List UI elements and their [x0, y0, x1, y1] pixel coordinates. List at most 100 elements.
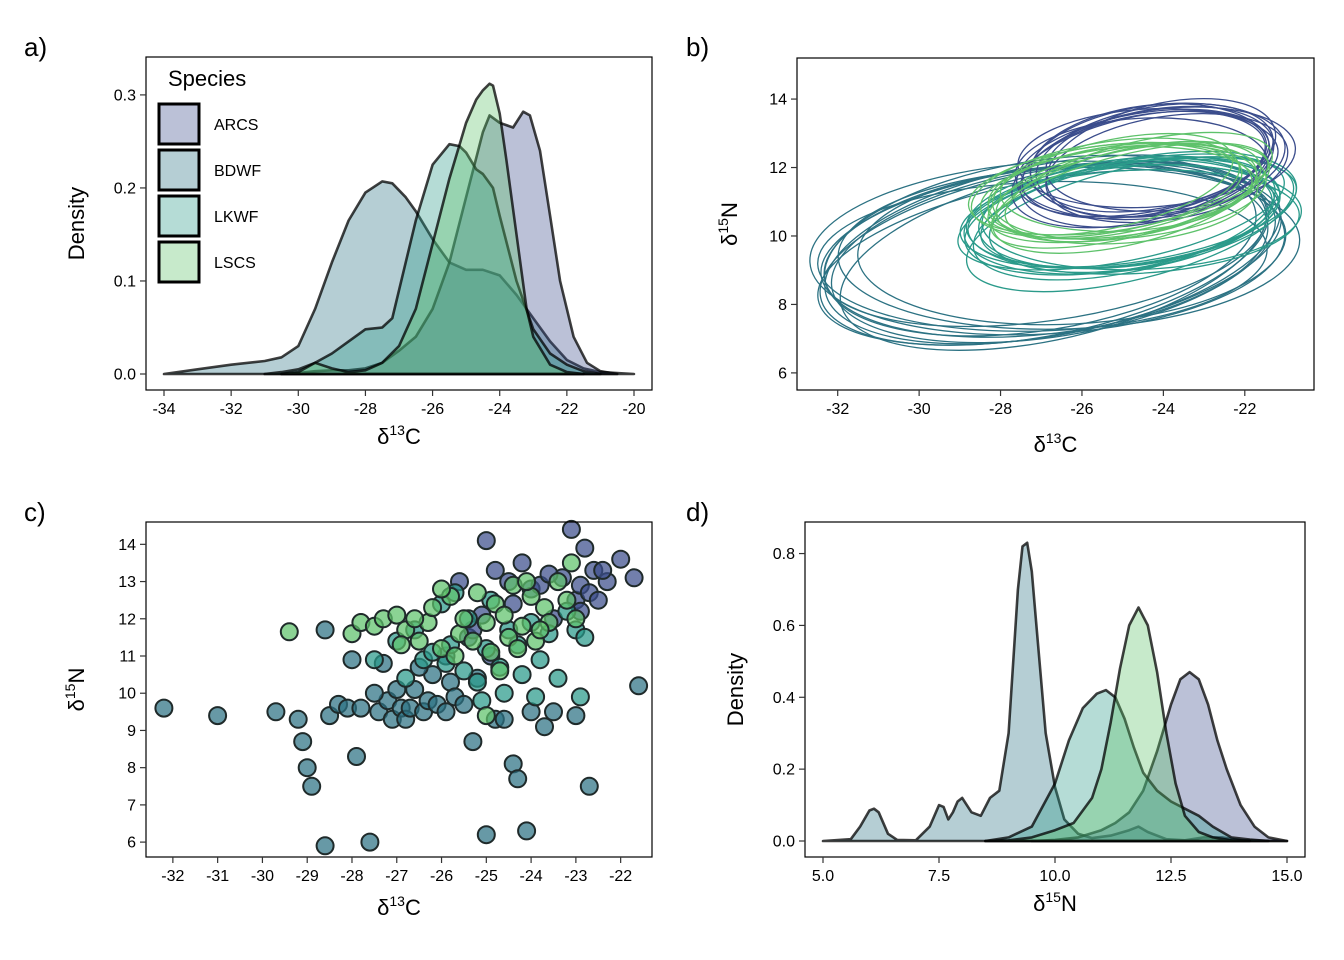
point-lscs: [508, 639, 528, 659]
x-tick-label: -27: [385, 868, 408, 885]
point-lkwf: [575, 627, 595, 647]
point-lscs: [548, 572, 568, 592]
x-tick-label: -30: [287, 401, 310, 418]
point-bdwf: [351, 698, 371, 718]
ellipse-lscs: [992, 140, 1262, 254]
x-tick-label: -32: [161, 868, 184, 885]
x-tick-label: 5.0: [812, 868, 834, 885]
y-tick-label: 10: [118, 686, 136, 703]
point-arcs: [588, 590, 608, 610]
density-arcs: [280, 110, 619, 376]
y-tick-label: 0.0: [773, 834, 795, 851]
y-axis-title: δ15N: [62, 668, 89, 712]
x-tick-label: 12.5: [1155, 868, 1186, 885]
point-arcs: [512, 553, 532, 573]
point-arcs: [476, 531, 496, 551]
point-bdwf: [508, 769, 528, 789]
ellipse-arcs: [1045, 112, 1289, 224]
x-tick-label: -22: [609, 868, 632, 885]
panel-d-letter: d): [686, 497, 709, 527]
panel-a-letter: a): [24, 32, 47, 62]
y-tick-label: 7: [127, 797, 136, 814]
point-lscs: [476, 613, 496, 632]
ellipse-lscs: [987, 132, 1234, 236]
point-lscs: [409, 631, 429, 651]
density-bdwf: [162, 180, 636, 376]
point-lscs: [517, 572, 537, 592]
legend-key-bdwf: [157, 148, 201, 192]
panel-c-letter: c): [24, 497, 46, 527]
ellipse-lkwf: [963, 159, 1273, 275]
point-bdwf: [579, 776, 599, 796]
x-tick-label: -28: [989, 401, 1012, 418]
legend-key-bg: [159, 150, 199, 190]
point-lscs: [512, 616, 532, 636]
point-lscs: [463, 631, 483, 651]
point-lkwf: [526, 687, 546, 707]
point-bdwf: [535, 717, 554, 737]
point-bdwf: [266, 702, 286, 722]
point-lscs: [481, 642, 501, 662]
point-bdwf: [297, 758, 317, 778]
x-axis-title: δ13C: [377, 422, 421, 449]
ellipse-lkwf: [972, 156, 1276, 281]
y-tick-label: 12: [118, 611, 136, 628]
y-tick-label: 13: [118, 574, 136, 591]
point-lkwf: [512, 665, 532, 685]
y-tick-label: 0.6: [773, 618, 795, 635]
legend-label-bdwf: BDWF: [214, 163, 261, 180]
ellipse-arcs: [1019, 105, 1275, 228]
x-tick-label: -23: [564, 868, 587, 885]
point-bdwf: [566, 706, 586, 726]
y-tick-label: 11: [119, 649, 136, 666]
point-bdwf: [436, 702, 456, 722]
point-bdwf: [463, 732, 483, 752]
x-tick-label: 15.0: [1271, 868, 1302, 885]
x-tick-label: -26: [430, 868, 453, 885]
y-tick-label: 0.1: [114, 273, 136, 290]
density-lkwf: [263, 142, 602, 376]
y-tick-label: 9: [127, 723, 136, 740]
point-lkwf: [454, 661, 474, 681]
point-lscs: [454, 609, 474, 629]
point-lscs: [566, 609, 586, 629]
y-tick-label: 0.2: [114, 180, 136, 197]
y-tick-label: 0.2: [773, 762, 795, 779]
panel-b-ellipses: -32 -30 -28 -26 -24 -22 6 8 10 12 14 δ13C δ15N: [715, 57, 1315, 457]
legend-label-lscs: LSCS: [214, 255, 256, 272]
legend-key-arcs: [157, 102, 201, 146]
x-tick-label: -32: [826, 401, 849, 418]
x-axis-title: δ13C: [377, 893, 421, 920]
point-bdwf: [288, 709, 308, 729]
point-lscs: [476, 706, 496, 726]
species-legend: Species ARCS BDWF LKWF LSCS: [157, 66, 261, 284]
legend-key-bg: [159, 104, 199, 144]
x-tick-label: -22: [1233, 401, 1256, 418]
x-tick-label: -29: [296, 868, 319, 885]
point-bdwf: [364, 683, 384, 703]
y-tick-label: 0.3: [114, 87, 136, 104]
point-bdwf: [315, 620, 335, 640]
legend-label-arcs: ARCS: [214, 117, 258, 134]
panel-a-border: [145, 56, 653, 391]
point-lkwf: [396, 668, 416, 688]
point-bdwf: [293, 732, 313, 752]
point-bdwf: [494, 709, 514, 729]
x-tick-label: -26: [1070, 401, 1093, 418]
density-lkwf: [984, 688, 1270, 843]
ellipse-lkwf: [978, 155, 1281, 270]
point-lscs: [387, 605, 407, 625]
point-arcs: [611, 549, 631, 569]
y-tick-label: 12: [769, 160, 787, 177]
point-lkwf: [570, 687, 590, 707]
point-bdwf: [476, 825, 496, 845]
point-bdwf: [154, 698, 174, 718]
point-lscs: [530, 620, 550, 640]
point-arcs: [485, 560, 505, 580]
point-bdwf: [342, 650, 362, 670]
ellipse-lscs: [987, 145, 1259, 245]
y-tick-label: 14: [118, 537, 136, 554]
point-bdwf: [347, 747, 366, 766]
x-tick-label: -30: [908, 401, 931, 418]
